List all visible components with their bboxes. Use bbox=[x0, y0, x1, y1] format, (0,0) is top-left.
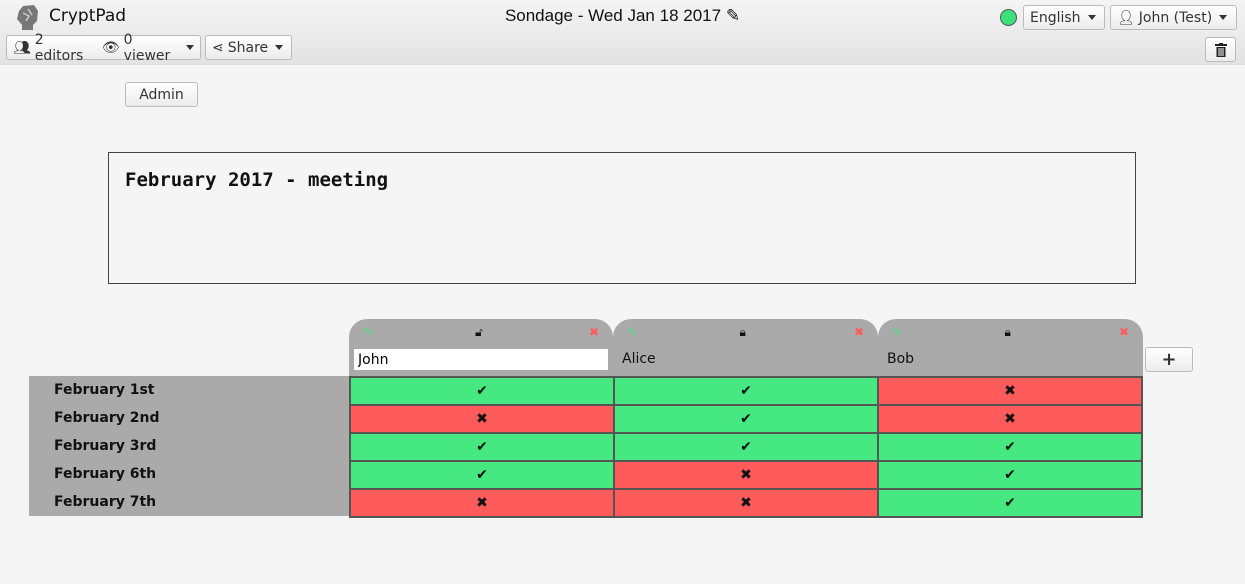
edit-icon[interactable]: ✎ bbox=[363, 325, 374, 339]
trash-icon bbox=[1214, 42, 1227, 57]
lock-icon[interactable]: 🔒︎ bbox=[1004, 325, 1011, 339]
cryptpad-logo-icon bbox=[17, 5, 38, 30]
poll-cell-yes[interactable]: ✔ bbox=[877, 432, 1143, 462]
poll-cell-yes[interactable]: ✔ bbox=[613, 376, 879, 406]
row-label: February 1st bbox=[54, 382, 155, 398]
eye-icon: 👁︎ bbox=[101, 39, 120, 56]
poll-cell-yes[interactable]: ✔ bbox=[877, 488, 1143, 518]
pencil-icon[interactable]: ✎ bbox=[725, 6, 741, 25]
column-name: Alice bbox=[622, 351, 656, 367]
poll-cell-no[interactable]: ✖ bbox=[613, 488, 879, 518]
caret-down-icon bbox=[1219, 15, 1228, 20]
poll-column-0: ✎ 🔓︎ ✖ bbox=[349, 319, 613, 376]
user-name: John (Test) bbox=[1138, 9, 1213, 26]
caret-down-icon bbox=[186, 45, 194, 50]
toolbar: CryptPad Sondage - Wed Jan 18 2017 ✎ Eng… bbox=[0, 0, 1245, 65]
poll-cell-yes[interactable]: ✔ bbox=[349, 376, 615, 406]
column-name: Bob bbox=[887, 351, 915, 367]
unlock-icon[interactable]: 🔓︎ bbox=[475, 325, 483, 339]
share-dropdown[interactable]: ⋖ Share bbox=[205, 35, 292, 60]
users-icon: 👥︎ bbox=[13, 39, 31, 56]
poll-row: ✔ ✔ ✖ bbox=[349, 376, 1143, 406]
poll-grid: ✔ ✔ ✖ ✖ ✔ ✖ ✔ ✔ ✔ ✔ ✖ ✔ ✖ ✖ ✔ bbox=[349, 376, 1143, 518]
poll-cell-no[interactable]: ✖ bbox=[349, 404, 615, 434]
add-column-button[interactable]: + bbox=[1145, 347, 1193, 372]
poll-row: ✖ ✖ ✔ bbox=[349, 488, 1143, 518]
poll-cell-yes[interactable]: ✔ bbox=[613, 432, 879, 462]
edit-icon[interactable]: ✎ bbox=[892, 325, 903, 339]
poll-cell-yes[interactable]: ✔ bbox=[613, 404, 879, 434]
remove-column-icon[interactable]: ✖ bbox=[1118, 325, 1129, 339]
editors-count: 2 editors bbox=[34, 31, 84, 64]
connection-status-indicator bbox=[1000, 9, 1017, 26]
viewers-count: 0 viewer bbox=[123, 31, 171, 64]
user-icon: 👤︎ bbox=[1117, 9, 1135, 26]
row-label: February 7th bbox=[54, 494, 157, 510]
app-name: CryptPad bbox=[49, 6, 127, 26]
poll-row: ✔ ✖ ✔ bbox=[349, 460, 1143, 490]
pad-title-text: Sondage - Wed Jan 18 2017 bbox=[504, 6, 722, 25]
userlist-dropdown[interactable]: 👥︎ 2 editors 👁︎ 0 viewer bbox=[6, 32, 201, 64]
poll-column-2: ✎ 🔒︎ ✖ Bob bbox=[878, 319, 1143, 376]
row-label: February 3rd bbox=[54, 438, 157, 454]
column-name-input[interactable] bbox=[354, 349, 608, 370]
poll-row-labels: February 1st February 2nd February 3rd Febr… bbox=[29, 376, 349, 516]
caret-down-icon bbox=[1087, 15, 1096, 20]
remove-column-icon[interactable]: ✖ bbox=[588, 325, 599, 339]
edit-icon[interactable]: ✎ bbox=[627, 325, 638, 339]
delete-pad-button[interactable] bbox=[1205, 37, 1236, 62]
admin-button[interactable]: Admin bbox=[125, 82, 198, 107]
poll-cell-yes[interactable]: ✔ bbox=[349, 432, 615, 462]
poll-cell-no[interactable]: ✖ bbox=[877, 404, 1143, 434]
user-menu-dropdown[interactable]: 👤︎ John (Test) bbox=[1110, 5, 1237, 30]
row-label: February 2nd bbox=[54, 410, 160, 426]
remove-column-icon[interactable]: ✖ bbox=[853, 325, 864, 339]
share-label: Share bbox=[227, 39, 269, 56]
poll-cell-yes[interactable]: ✔ bbox=[877, 460, 1143, 490]
row-label: February 6th bbox=[54, 466, 157, 482]
poll-row: ✔ ✔ ✔ bbox=[349, 432, 1143, 462]
share-icon: ⋖ bbox=[212, 39, 224, 56]
pad-title[interactable]: Sondage - Wed Jan 18 2017 ✎ bbox=[0, 6, 1245, 26]
poll-row: ✖ ✔ ✖ bbox=[349, 404, 1143, 434]
poll-cell-no[interactable]: ✖ bbox=[349, 488, 615, 518]
language-label: English bbox=[1030, 9, 1081, 26]
poll-cell-no[interactable]: ✖ bbox=[877, 376, 1143, 406]
poll-column-1: ✎ 🔒︎ ✖ Alice bbox=[613, 319, 878, 376]
lock-icon[interactable]: 🔒︎ bbox=[739, 325, 746, 339]
poll-description[interactable]: February 2017 - meeting bbox=[108, 152, 1136, 284]
caret-down-icon bbox=[275, 45, 284, 50]
poll-cell-no[interactable]: ✖ bbox=[613, 460, 879, 490]
poll-cell-yes[interactable]: ✔ bbox=[349, 460, 615, 490]
language-dropdown[interactable]: English bbox=[1023, 5, 1105, 30]
